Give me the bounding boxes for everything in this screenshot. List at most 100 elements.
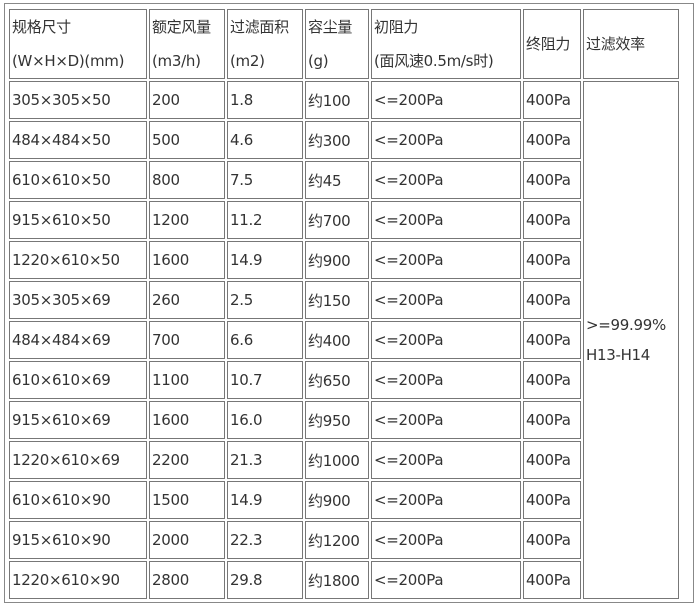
header-row: 规格尺寸 (W×H×D)(mm) 额定风量 (m3/h) 过滤面积 (m2) 容尘量 (g) 初…: [9, 9, 679, 79]
header-text: 额定风量: [152, 18, 211, 36]
cell-initial-resistance: <=200Pa: [371, 201, 521, 239]
cell-final-resistance: 400Pa: [523, 161, 581, 199]
cell-airflow: 1100: [149, 361, 225, 399]
table-row: 610×610×50 800 7.5 约45 <=200Pa 400Pa: [9, 161, 679, 199]
cell-filter-area: 11.2: [227, 201, 303, 239]
cell-airflow: 200: [149, 81, 225, 119]
cell-efficiency: >=99.99% H13-H14: [583, 81, 679, 599]
header-text: 容尘量: [308, 18, 353, 36]
cell-final-resistance: 400Pa: [523, 441, 581, 479]
header-text: (m3/h): [152, 52, 201, 70]
cell-filter-area: 29.8: [227, 561, 303, 599]
cell-dust-capacity: 约700: [305, 201, 369, 239]
cell-dust-capacity: 约150: [305, 281, 369, 319]
header-text: 过滤面积: [230, 18, 289, 36]
cell-filter-area: 10.7: [227, 361, 303, 399]
cell-airflow: 800: [149, 161, 225, 199]
efficiency-text: >=99.99%: [586, 316, 666, 334]
cell-final-resistance: 400Pa: [523, 521, 581, 559]
cell-initial-resistance: <=200Pa: [371, 521, 521, 559]
table-row: 610×610×90 1500 14.9 约900 <=200Pa 400Pa: [9, 481, 679, 519]
cell-size: 1220×610×90: [9, 561, 147, 599]
cell-filter-area: 4.6: [227, 121, 303, 159]
table-row: 1220×610×90 2800 29.8 约1800 <=200Pa 400Pa: [9, 561, 679, 599]
table-row: 610×610×69 1100 10.7 约650 <=200Pa 400Pa: [9, 361, 679, 399]
cell-initial-resistance: <=200Pa: [371, 441, 521, 479]
cell-filter-area: 2.5: [227, 281, 303, 319]
cell-final-resistance: 400Pa: [523, 201, 581, 239]
cell-airflow: 1200: [149, 201, 225, 239]
header-filter-area: 过滤面积 (m2): [227, 9, 303, 79]
cell-dust-capacity: 约650: [305, 361, 369, 399]
cell-final-resistance: 400Pa: [523, 321, 581, 359]
cell-size: 610×610×90: [9, 481, 147, 519]
cell-airflow: 500: [149, 121, 225, 159]
cell-initial-resistance: <=200Pa: [371, 81, 521, 119]
header-text: (面风速0.5m/s时): [374, 52, 494, 70]
spec-table-frame: 规格尺寸 (W×H×D)(mm) 额定风量 (m3/h) 过滤面积 (m2) 容尘量 (g) 初…: [4, 3, 694, 603]
cell-filter-area: 1.8: [227, 81, 303, 119]
cell-dust-capacity: 约900: [305, 481, 369, 519]
cell-dust-capacity: 约900: [305, 241, 369, 279]
cell-airflow: 1600: [149, 241, 225, 279]
cell-initial-resistance: <=200Pa: [371, 561, 521, 599]
cell-initial-resistance: <=200Pa: [371, 321, 521, 359]
cell-initial-resistance: <=200Pa: [371, 281, 521, 319]
cell-size: 1220×610×50: [9, 241, 147, 279]
cell-airflow: 2800: [149, 561, 225, 599]
cell-filter-area: 14.9: [227, 241, 303, 279]
table-row: 484×484×69 700 6.6 约400 <=200Pa 400Pa: [9, 321, 679, 359]
header-text: 规格尺寸: [12, 18, 71, 36]
header-size: 规格尺寸 (W×H×D)(mm): [9, 9, 147, 79]
cell-filter-area: 16.0: [227, 401, 303, 439]
cell-dust-capacity: 约1000: [305, 441, 369, 479]
header-initial-resistance: 初阻力 (面风速0.5m/s时): [371, 9, 521, 79]
cell-final-resistance: 400Pa: [523, 281, 581, 319]
cell-final-resistance: 400Pa: [523, 561, 581, 599]
cell-airflow: 2200: [149, 441, 225, 479]
cell-filter-area: 14.9: [227, 481, 303, 519]
cell-size: 305×305×69: [9, 281, 147, 319]
header-airflow: 额定风量 (m3/h): [149, 9, 225, 79]
cell-size: 1220×610×69: [9, 441, 147, 479]
header-text: 过滤效率: [586, 35, 645, 53]
cell-final-resistance: 400Pa: [523, 81, 581, 119]
cell-dust-capacity: 约950: [305, 401, 369, 439]
table-row: 1220×610×69 2200 21.3 约1000 <=200Pa 400Pa: [9, 441, 679, 479]
cell-final-resistance: 400Pa: [523, 361, 581, 399]
cell-airflow: 1600: [149, 401, 225, 439]
table-row: 915×610×90 2000 22.3 约1200 <=200Pa 400Pa: [9, 521, 679, 559]
cell-size: 484×484×50: [9, 121, 147, 159]
cell-final-resistance: 400Pa: [523, 121, 581, 159]
header-dust-capacity: 容尘量 (g): [305, 9, 369, 79]
cell-filter-area: 22.3: [227, 521, 303, 559]
cell-size: 610×610×69: [9, 361, 147, 399]
header-efficiency: 过滤效率: [583, 9, 679, 79]
cell-dust-capacity: 约400: [305, 321, 369, 359]
header-text: 终阻力: [526, 35, 571, 53]
cell-size: 610×610×50: [9, 161, 147, 199]
cell-dust-capacity: 约45: [305, 161, 369, 199]
cell-initial-resistance: <=200Pa: [371, 241, 521, 279]
header-text: (m2): [230, 52, 265, 70]
cell-size: 484×484×69: [9, 321, 147, 359]
cell-final-resistance: 400Pa: [523, 481, 581, 519]
table-row: 484×484×50 500 4.6 约300 <=200Pa 400Pa: [9, 121, 679, 159]
header-text: 初阻力: [374, 18, 419, 36]
cell-initial-resistance: <=200Pa: [371, 481, 521, 519]
table-row: 1220×610×50 1600 14.9 约900 <=200Pa 400Pa: [9, 241, 679, 279]
cell-airflow: 260: [149, 281, 225, 319]
cell-dust-capacity: 约1200: [305, 521, 369, 559]
table-row: 915×610×50 1200 11.2 约700 <=200Pa 400Pa: [9, 201, 679, 239]
cell-size: 915×610×69: [9, 401, 147, 439]
cell-dust-capacity: 约100: [305, 81, 369, 119]
cell-airflow: 1500: [149, 481, 225, 519]
table-row: 305×305×50 200 1.8 约100 <=200Pa 400Pa >=99.99%…: [9, 81, 679, 599]
cell-airflow: 700: [149, 321, 225, 359]
cell-dust-capacity: 约300: [305, 121, 369, 159]
cell-airflow: 2000: [149, 521, 225, 559]
efficiency-text: H13-H14: [586, 346, 651, 364]
cell-initial-resistance: <=200Pa: [371, 121, 521, 159]
cell-final-resistance: 400Pa: [523, 241, 581, 279]
cell-final-resistance: 400Pa: [523, 401, 581, 439]
